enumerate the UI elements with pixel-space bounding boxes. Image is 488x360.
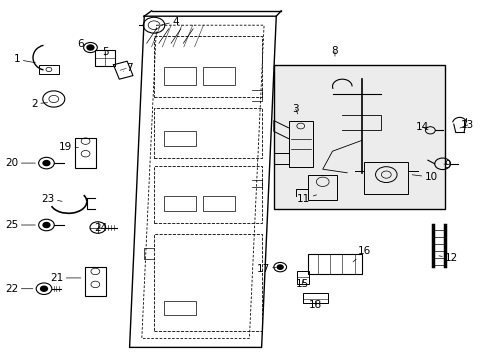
Bar (84, 267, 106, 296)
Text: 12: 12 (438, 253, 457, 263)
Bar (154, 108, 261, 158)
Circle shape (277, 265, 283, 269)
Bar (163, 131, 195, 146)
Text: 17: 17 (256, 264, 276, 274)
Text: 23: 23 (41, 194, 62, 204)
Text: 21: 21 (50, 273, 81, 283)
Text: 25: 25 (5, 220, 35, 230)
Bar (203, 196, 234, 211)
Bar (39, 65, 59, 74)
Bar (154, 36, 261, 97)
Circle shape (43, 222, 50, 228)
Text: 4: 4 (162, 17, 179, 27)
Text: 15: 15 (295, 279, 308, 289)
Text: 7: 7 (123, 63, 133, 73)
Text: 19: 19 (59, 141, 78, 152)
Text: 16: 16 (352, 246, 370, 262)
Text: 3: 3 (292, 104, 299, 114)
Bar (163, 196, 195, 211)
Text: 1: 1 (14, 54, 35, 64)
Text: 9: 9 (443, 159, 450, 170)
Bar (288, 121, 312, 167)
Circle shape (41, 286, 47, 291)
Bar (307, 175, 337, 200)
Bar (95, 50, 115, 66)
Text: 18: 18 (308, 300, 322, 310)
Bar (163, 67, 195, 85)
Bar (303, 293, 327, 303)
Bar (75, 138, 96, 168)
Circle shape (43, 161, 50, 166)
Bar (273, 65, 444, 209)
Bar (364, 162, 407, 194)
Text: 8: 8 (331, 46, 338, 57)
Text: 24: 24 (94, 223, 107, 233)
Text: 11: 11 (297, 194, 316, 204)
Bar (154, 234, 261, 331)
Bar (163, 301, 195, 315)
Text: 20: 20 (5, 158, 35, 168)
Text: 5: 5 (102, 47, 108, 57)
Text: 6: 6 (77, 39, 88, 49)
Text: 2: 2 (31, 99, 47, 109)
Bar (154, 166, 261, 223)
Bar (297, 271, 308, 284)
Text: 14: 14 (415, 122, 428, 132)
Bar (203, 67, 234, 85)
Circle shape (87, 45, 94, 50)
Text: 10: 10 (411, 172, 437, 182)
Bar (307, 254, 361, 274)
Text: 13: 13 (459, 120, 473, 130)
Text: 22: 22 (5, 284, 33, 294)
